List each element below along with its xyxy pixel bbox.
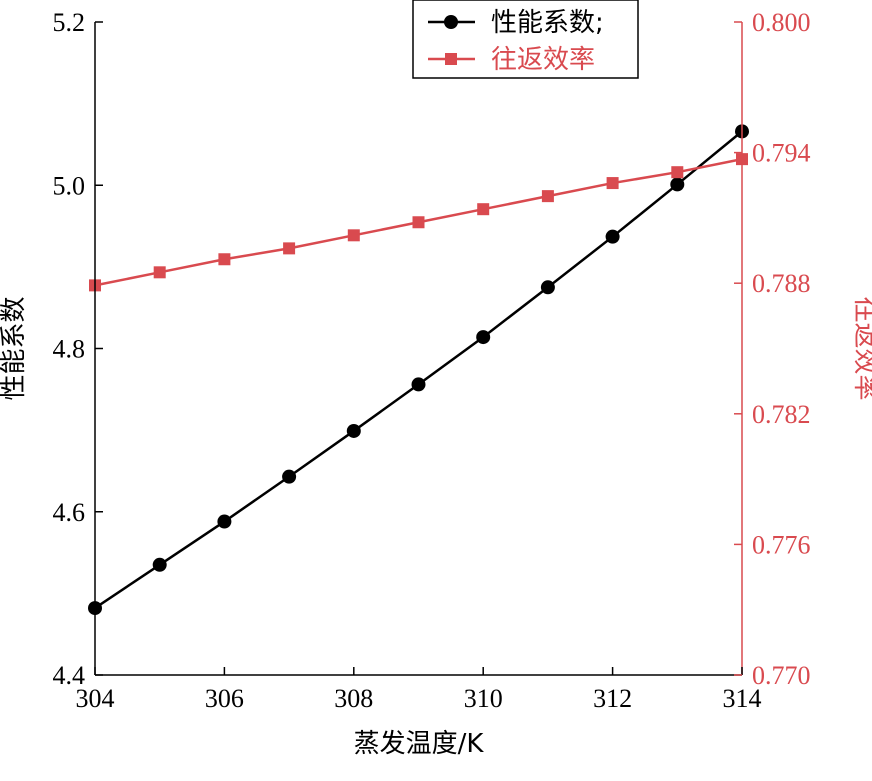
- data-point-circle: [282, 469, 297, 484]
- left-y-axis-title: 性能系数: [0, 296, 29, 400]
- data-point-circle: [605, 229, 620, 244]
- data-point-circle: [476, 330, 491, 345]
- x-axis-title: 蒸发温度/K: [354, 729, 485, 759]
- x-tick-label: 312: [593, 684, 632, 713]
- left-y-tick-label: 4.8: [53, 335, 86, 364]
- right-y-tick-label: 0.770: [752, 661, 811, 690]
- x-tick-label: 310: [464, 684, 503, 713]
- data-point-square: [541, 190, 554, 203]
- data-point-square: [606, 177, 619, 190]
- data-point-circle: [411, 377, 426, 392]
- data-point-square: [477, 203, 490, 216]
- right-y-tick-label: 0.782: [752, 400, 811, 429]
- x-tick-label: 304: [76, 684, 115, 713]
- data-point-circle: [540, 280, 555, 295]
- legend-marker-circle: [444, 15, 458, 29]
- data-point-circle: [217, 514, 232, 529]
- right-y-tick-label: 0.800: [752, 8, 811, 37]
- x-tick-label: 308: [334, 684, 373, 713]
- right-y-tick-label: 0.776: [752, 530, 811, 559]
- data-point-circle: [346, 423, 361, 438]
- data-point-square: [671, 166, 684, 179]
- data-point-square: [283, 242, 296, 255]
- data-point-square: [347, 229, 360, 242]
- left-y-tick-label: 5.2: [53, 8, 86, 37]
- left-y-tick-label: 4.6: [53, 498, 86, 527]
- legend-marker-square: [445, 53, 457, 65]
- right-y-axis-title: 往返效率: [850, 296, 872, 400]
- x-tick-label: 314: [723, 684, 762, 713]
- legend-label-1: 性能系数;: [491, 8, 604, 38]
- data-point-square: [412, 216, 425, 229]
- series-line-1: [94, 130, 743, 610]
- left-y-tick-label: 5.0: [53, 171, 86, 200]
- data-point-circle: [670, 177, 685, 192]
- data-point-square: [218, 253, 231, 266]
- right-y-tick-label: 0.788: [752, 269, 811, 298]
- left-y-tick-label: 4.4: [53, 661, 86, 690]
- data-point-square: [153, 266, 166, 279]
- right-y-tick-label: 0.794: [752, 139, 811, 168]
- data-point-circle: [152, 557, 167, 572]
- x-tick-label: 306: [205, 684, 244, 713]
- legend-label-2: 往返效率: [491, 45, 595, 75]
